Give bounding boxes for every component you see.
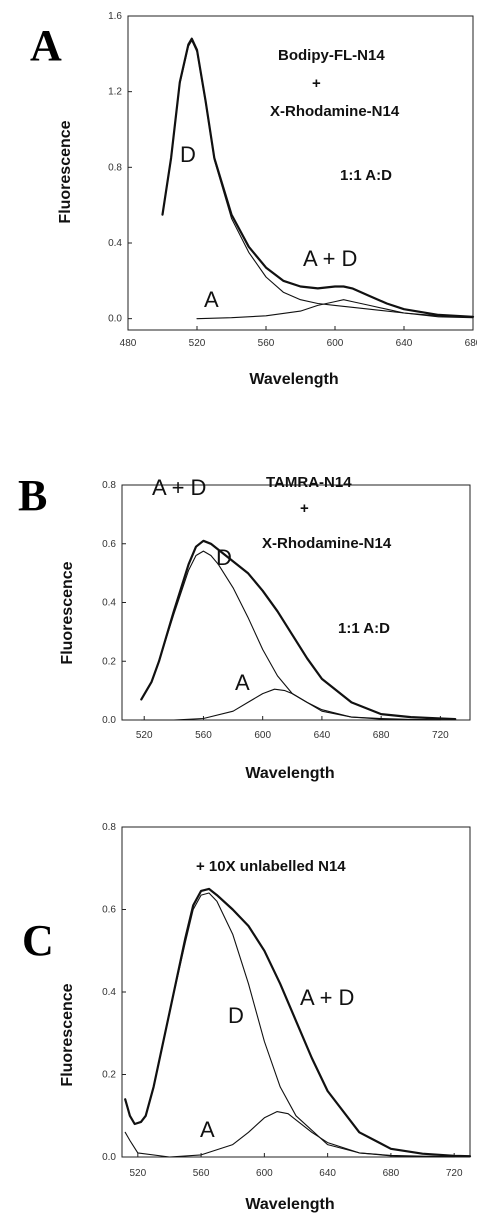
annotation-b-line2: + <box>300 500 309 517</box>
annotation-a-ratio: 1:1 A:D <box>340 167 392 184</box>
panel-letter-c: C <box>22 916 54 965</box>
chart-panel-c: C 520 560 600 640 680 720 0.0 0.2 0.4 0.6 0.8 + 10… <box>22 822 472 1213</box>
chart-panel-a: A 480 520 560 600 640 680 0.0 0.4 0.8 1.2 1.6 Bodi… <box>30 11 477 388</box>
x-tick-label: 720 <box>446 1168 463 1179</box>
series-line-a <box>124 1111 455 1158</box>
y-tick-label: 0.2 <box>102 1070 116 1081</box>
curve-label-c-d: D <box>228 1003 244 1028</box>
y-tick-label: 1.6 <box>108 11 122 22</box>
x-axis-title-c: Wavelength <box>245 1196 334 1213</box>
x-tick-label: 640 <box>396 338 413 349</box>
curve-label-a-a: A <box>204 287 219 312</box>
y-axis-title-a: Fluorescence <box>57 120 74 223</box>
x-tick-label: 680 <box>465 338 477 349</box>
series-line-ad <box>140 539 457 721</box>
annotation-a-line1: Bodipy-FL-N14 <box>278 47 385 64</box>
x-tick-label: 640 <box>314 730 331 741</box>
y-tick-label: 0.0 <box>102 1152 116 1163</box>
plot-frame <box>121 484 471 721</box>
x-tick-label: 560 <box>193 1168 210 1179</box>
series-line-a <box>196 299 474 320</box>
curve-label-a-d: D <box>180 142 196 167</box>
x-tick-label: 520 <box>189 338 206 349</box>
x-tick-label: 520 <box>129 1168 146 1179</box>
x-tick-label: 520 <box>136 730 153 741</box>
y-tick-label: 0.0 <box>102 715 116 726</box>
y-tick-label: 0.8 <box>102 480 116 491</box>
curve-label-b-d: D <box>216 545 232 570</box>
y-tick-label: 0.4 <box>108 238 122 249</box>
series-line-d <box>140 550 441 721</box>
plot-area-b: 520 560 600 640 680 720 0.0 0.2 0.4 0.6 0.8 <box>102 480 471 741</box>
x-axis-title-b: Wavelength <box>245 765 334 782</box>
x-tick-label: 560 <box>195 730 212 741</box>
annotation-c-line1: + 10X unlabelled N14 <box>196 858 346 875</box>
series-line-d <box>124 892 455 1158</box>
y-tick-label: 1.2 <box>108 87 122 98</box>
annotation-a-line2: + <box>312 75 321 92</box>
y-tick-label: 0.0 <box>108 314 122 325</box>
y-tick-label: 0.6 <box>102 539 116 550</box>
x-tick-label: 600 <box>327 338 344 349</box>
y-tick-label: 0.4 <box>102 987 116 998</box>
y-tick-label: 0.4 <box>102 598 116 609</box>
series-line-a <box>140 688 441 721</box>
series-line-ad <box>161 37 475 318</box>
y-axis-title-b: Fluorescence <box>59 561 76 664</box>
x-tick-label: 560 <box>258 338 275 349</box>
annotation-a-line3: X-Rhodamine-N14 <box>270 103 400 120</box>
annotation-b-line3: X-Rhodamine-N14 <box>262 535 392 552</box>
curve-label-c-ad: A + D <box>300 985 354 1010</box>
annotation-b-line1: TAMRA-N14 <box>266 474 352 491</box>
x-tick-label: 480 <box>120 338 137 349</box>
y-tick-label: 0.2 <box>102 656 116 667</box>
x-tick-label: 600 <box>256 1168 273 1179</box>
chart-panel-b: B 520 560 600 640 680 720 0.0 0.2 0.4 0.6 0.8 TAMR… <box>18 471 471 782</box>
annotation-b-ratio: 1:1 A:D <box>338 620 390 637</box>
panel-letter-b: B <box>18 471 47 520</box>
curve-label-b-a: A <box>235 670 250 695</box>
y-axis-title-c: Fluorescence <box>59 983 76 1086</box>
x-tick-label: 720 <box>432 730 449 741</box>
series-line-ad <box>124 887 472 1158</box>
x-tick-label: 680 <box>383 1168 400 1179</box>
x-tick-label: 680 <box>373 730 390 741</box>
series-line-d <box>161 40 474 318</box>
curve-label-b-ad: A + D <box>152 475 206 500</box>
panel-letter-a: A <box>30 21 62 70</box>
plot-frame <box>127 15 474 331</box>
plot-area-c: 520 560 600 640 680 720 0.0 0.2 0.4 0.6 0.8 <box>102 822 472 1179</box>
curve-label-c-a: A <box>200 1117 215 1142</box>
x-tick-label: 640 <box>319 1168 336 1179</box>
curve-label-a-ad: A + D <box>303 246 357 271</box>
y-tick-label: 0.8 <box>102 822 116 833</box>
y-tick-label: 0.8 <box>108 162 122 173</box>
x-tick-label: 600 <box>254 730 271 741</box>
y-tick-label: 0.6 <box>102 905 116 916</box>
x-axis-title-a: Wavelength <box>249 371 338 388</box>
plot-area-a: 480 520 560 600 640 680 0.0 0.4 0.8 1.2 1.6 <box>108 11 477 349</box>
